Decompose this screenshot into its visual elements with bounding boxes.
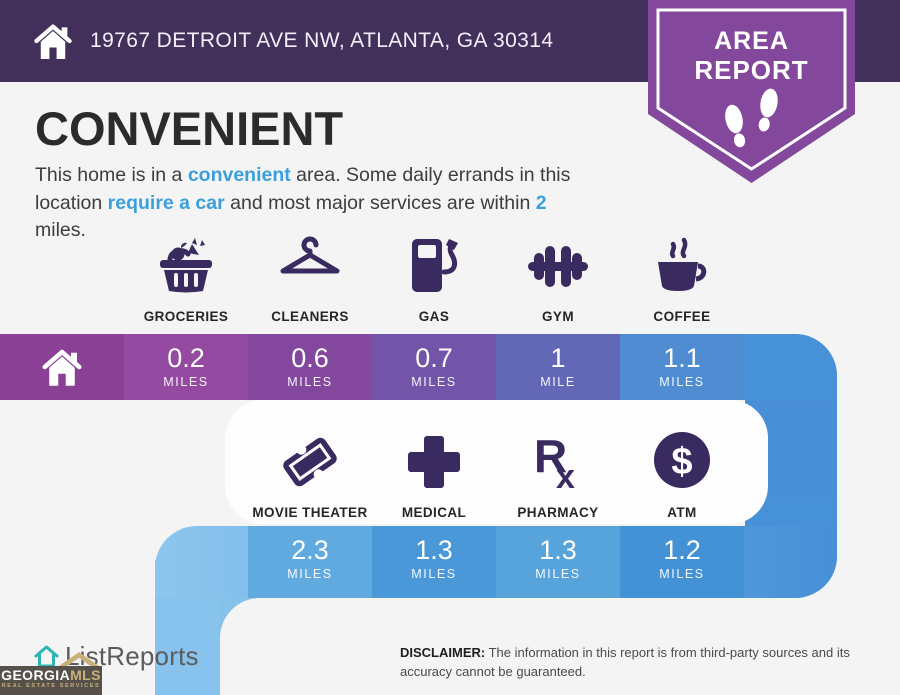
distance-unit: MILES: [287, 567, 333, 581]
amenity-label: PHARMACY: [517, 505, 599, 520]
disclaimer-body: The information in this report is from t…: [400, 645, 850, 679]
amenity-label: GROCERIES: [143, 309, 229, 324]
distance-cell: 2.3 MILES: [248, 526, 372, 598]
home-icon: [34, 24, 72, 59]
area-report-badge: AREA REPORT: [648, 0, 855, 190]
svg-text:$: $: [671, 441, 692, 483]
distance-value: 1.3: [539, 535, 577, 565]
summary-highlight: 2: [535, 191, 547, 214]
distance-value: 2.3: [291, 535, 329, 565]
amenity-label: ATM: [667, 505, 697, 520]
rx-icon: R x: [526, 430, 590, 496]
summary-text-part: miles.: [35, 219, 86, 242]
amenity-gas: GAS: [372, 234, 496, 324]
distance-value: 0.2: [167, 343, 205, 373]
summary-highlight: convenient: [187, 164, 291, 186]
distance-unit: MILES: [411, 375, 457, 389]
listreports-logo: ListReports: [33, 641, 199, 672]
distance-unit: MILES: [163, 375, 209, 389]
distance-value: 0.6: [291, 343, 329, 373]
groceries-icon: [154, 234, 218, 298]
amenity-label: MEDICAL: [401, 505, 467, 520]
distance-value: 1: [550, 343, 566, 373]
mls-name-part: MLS: [70, 667, 101, 683]
distance-value: 1.2: [663, 535, 701, 565]
amenity-medical: MEDICAL: [372, 430, 496, 520]
distance-value: 0.7: [415, 343, 453, 373]
amenity-gym: GYM: [496, 234, 620, 324]
amenity-pharmacy: R x PHARMACY: [496, 430, 620, 520]
dollar-circle-icon: $: [650, 430, 714, 494]
distance-cell: 1.2 MILES: [620, 526, 744, 598]
distance-value: 1.1: [663, 343, 701, 373]
property-address: 19767 DETROIT AVE NW, ATLANTA, GA 30314: [90, 29, 554, 52]
distance-unit: MILES: [287, 375, 333, 389]
distance-cell: 1.3 MILES: [372, 526, 496, 598]
distance-unit: MILES: [659, 567, 705, 581]
home-icon: [42, 349, 82, 386]
disclaimer-label: DISCLAIMER:: [400, 645, 486, 660]
distance-bar-far: 2.3 MILES 1.3 MILES 1.3 MILES 1.2 MILES: [155, 526, 837, 598]
georgiamls-tagline: REAL ESTATE SERVICES: [1, 683, 101, 689]
page-title: CONVENIENT: [35, 102, 344, 155]
ticket-icon: [278, 430, 342, 494]
footprints-icon: [725, 88, 778, 148]
amenity-label: COFFEE: [653, 309, 711, 324]
distance-cell: 0.7 MILES: [372, 334, 496, 400]
summary-text-part: and most major services are within: [224, 191, 536, 214]
distance-unit: MILES: [411, 567, 457, 581]
amenity-label: CLEANERS: [271, 309, 349, 324]
georgiamls-wordmark: GEORGIAMLS: [0, 668, 102, 682]
amenity-label: GYM: [542, 309, 574, 324]
dumbbell-icon: [526, 234, 590, 298]
distance-unit: MILES: [535, 567, 581, 581]
amenity-cleaners: CLEANERS: [248, 234, 372, 324]
mls-name-part: GEORGIA: [1, 667, 71, 683]
amenity-label: MOVIE THEATER: [252, 505, 368, 520]
mls-roof-icon: [56, 652, 102, 668]
distance-cell: 1.3 MILES: [496, 526, 620, 598]
svg-text:R: R: [534, 430, 567, 482]
distance-cell: 1.1 MILES: [620, 334, 744, 400]
distance-cell: 0.6 MILES: [248, 334, 372, 400]
summary-text-part: area. Some daily errands in this locatio…: [35, 164, 571, 214]
distance-cell: 1 MILE: [496, 334, 620, 400]
badge-title-line2: REPORT: [694, 55, 809, 85]
coffee-cup-icon: [650, 234, 714, 298]
amenity-groceries: GROCERIES: [124, 234, 248, 324]
distance-value: 1.3: [415, 535, 453, 565]
gas-pump-icon: [402, 234, 466, 298]
amenity-movie-theater: MOVIE THEATER: [248, 430, 372, 520]
summary-text: This home is in a convenient area. Some …: [35, 162, 600, 245]
amenity-label: GAS: [418, 309, 450, 324]
hanger-icon: [278, 234, 342, 298]
georgiamls-logo: GEORGIAMLS REAL ESTATE SERVICES: [0, 666, 102, 695]
distance-bar-near: 0.2 MILES 0.6 MILES 0.7 MILES 1 MILE 1.1…: [0, 334, 837, 400]
distance-cell: 0.2 MILES: [124, 334, 248, 400]
amenity-atm: $ ATM: [620, 430, 744, 520]
distance-unit: MILES: [659, 375, 705, 389]
disclaimer-text: DISCLAIMER: The information in this repo…: [400, 644, 878, 682]
medical-cross-icon: [402, 430, 466, 494]
bar-home-cell: [0, 334, 124, 400]
amenity-coffee: COFFEE: [620, 234, 744, 324]
badge-shape: [648, 0, 855, 183]
distance-unit: MILE: [540, 375, 576, 389]
distance-bar-inner-corner: [220, 598, 260, 638]
svg-text:x: x: [556, 458, 575, 494]
summary-text-part: This home is in a: [35, 164, 188, 186]
summary-highlight: require a car: [107, 191, 225, 214]
badge-title-line1: AREA: [714, 27, 789, 55]
